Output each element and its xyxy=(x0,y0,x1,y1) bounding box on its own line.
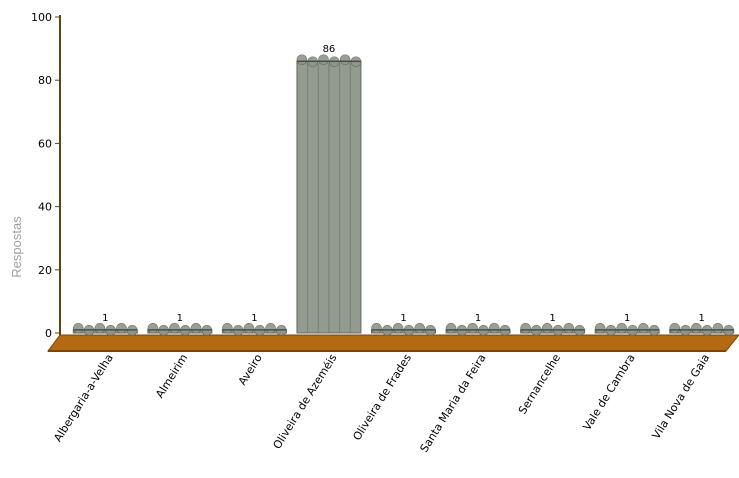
bar-cap xyxy=(563,323,575,334)
bar-value-label: 1 xyxy=(624,313,630,324)
x-category-label: Albergaria-a-Velha xyxy=(51,352,116,445)
y-tick-label: 0 xyxy=(45,327,52,340)
bar-cap xyxy=(520,323,531,334)
bar-cap xyxy=(392,323,404,334)
x-category-label: Almeirim xyxy=(153,352,190,401)
x-category-label: Santa Maria da Feira xyxy=(418,352,489,455)
bar-cap xyxy=(616,323,628,334)
bar-value-label: 86 xyxy=(323,44,336,55)
bar-cap xyxy=(594,323,606,334)
y-tick-label: 20 xyxy=(38,264,52,277)
y-axis-title: Respostas xyxy=(9,216,24,278)
bar-cap xyxy=(414,323,426,334)
bar-cap xyxy=(243,323,255,334)
bar-cap xyxy=(190,323,202,334)
bar-cap xyxy=(445,323,457,334)
y-tick-label: 100 xyxy=(31,11,52,24)
bar-cap xyxy=(541,323,553,334)
bar-cap xyxy=(339,54,351,66)
bar-cap xyxy=(296,54,308,66)
bar-group xyxy=(221,323,287,336)
bar-cap xyxy=(222,323,233,334)
x-category-label: Oliveira de Azeméis xyxy=(270,351,339,451)
x-category-label: Aveiro xyxy=(236,351,265,387)
bar-group xyxy=(296,54,362,334)
bar-cap xyxy=(371,323,382,334)
bar-value-label: 1 xyxy=(177,313,183,324)
y-tick-label: 60 xyxy=(38,137,52,150)
x-category-label: Vila Nova de Gaia xyxy=(649,352,712,442)
bar-value-label: 1 xyxy=(102,313,108,324)
bar-group xyxy=(147,323,213,336)
bar-cap xyxy=(467,323,478,334)
bar-group xyxy=(72,323,138,336)
x-category-label: Oliveira de Frades xyxy=(350,351,414,442)
bar-value-label: 1 xyxy=(699,313,705,324)
bar-value-label: 1 xyxy=(475,313,481,324)
x-category-label: Sernancelhe xyxy=(516,352,563,417)
bar-cap xyxy=(72,323,84,334)
bar-cap xyxy=(669,323,681,334)
y-tick-label: 40 xyxy=(38,201,52,214)
bar-group xyxy=(594,323,660,336)
bar-cap xyxy=(318,54,329,66)
bar-cap xyxy=(116,323,127,334)
bar-cap xyxy=(691,323,702,334)
bar-cap xyxy=(94,323,106,334)
bar-cap xyxy=(169,323,180,334)
chart-floor xyxy=(47,334,739,352)
bar-cap xyxy=(147,323,159,334)
bar-cap xyxy=(638,323,649,334)
y-tick-label: 80 xyxy=(38,74,52,87)
bar-value-label: 1 xyxy=(251,313,257,324)
bar-group xyxy=(520,323,586,336)
bar-group xyxy=(669,323,735,336)
bar-cap xyxy=(265,323,276,334)
bar-value-label: 1 xyxy=(400,313,406,324)
bar-value-label: 1 xyxy=(549,313,555,324)
bar-group xyxy=(371,323,436,336)
bar-cap xyxy=(488,323,500,334)
x-category-label: Vale de Cambra xyxy=(580,352,637,433)
bar-group xyxy=(445,323,511,336)
bar-cap xyxy=(712,323,724,334)
